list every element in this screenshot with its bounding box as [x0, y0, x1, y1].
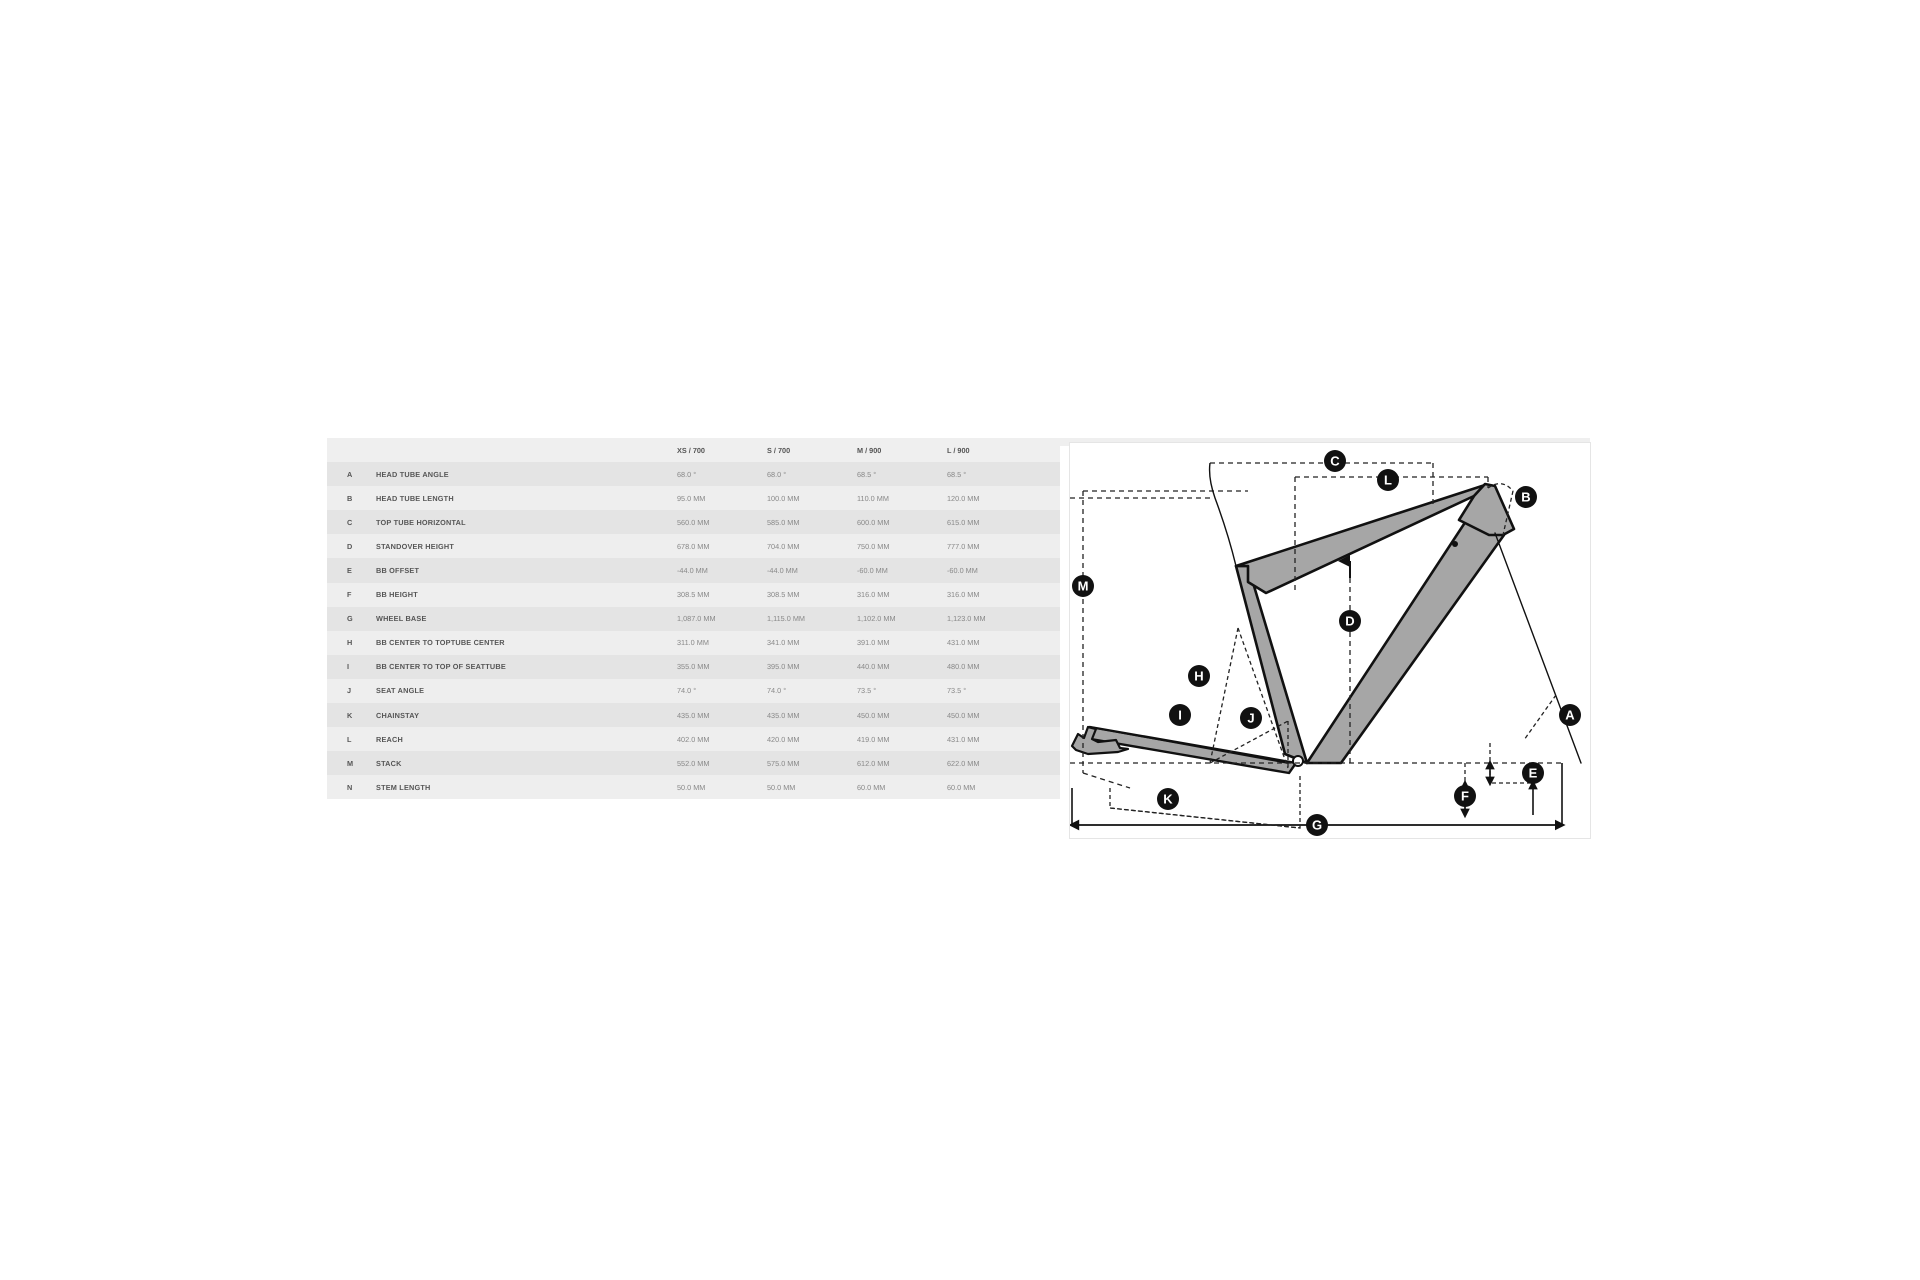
svg-text:C: C	[1330, 454, 1340, 469]
svg-text:G: G	[1312, 818, 1322, 833]
svg-text:J: J	[1247, 711, 1254, 726]
svg-text:E: E	[1529, 766, 1538, 781]
svg-text:M: M	[1078, 579, 1089, 594]
svg-text:F: F	[1461, 789, 1469, 804]
svg-text:H: H	[1194, 669, 1203, 684]
svg-text:B: B	[1521, 490, 1530, 505]
svg-text:I: I	[1178, 708, 1182, 723]
svg-text:K: K	[1163, 792, 1173, 807]
svg-text:L: L	[1384, 473, 1392, 488]
svg-text:A: A	[1565, 708, 1575, 723]
svg-text:D: D	[1345, 614, 1354, 629]
